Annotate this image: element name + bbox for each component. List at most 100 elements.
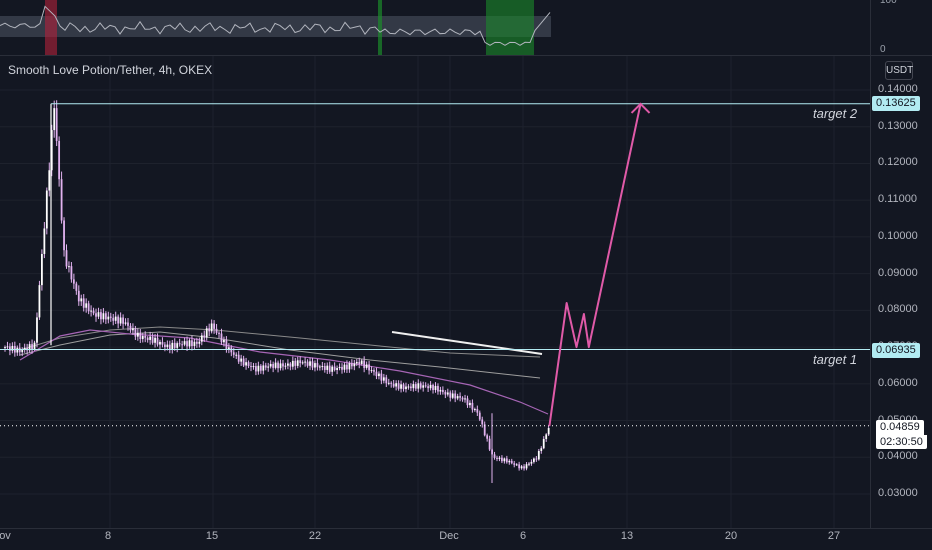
candle-body [471,402,474,410]
candle-body [178,343,181,345]
candle-body [127,322,129,326]
candle-body [501,457,503,462]
candle-body [41,253,43,286]
candle-body [437,385,439,392]
candle-body [262,365,265,371]
candle-body [291,360,294,367]
candle-body [50,130,53,171]
candle-body [341,366,343,370]
candle-body [397,383,400,389]
candle-body [274,362,277,368]
candle-body [205,328,208,338]
candle-body [159,341,161,345]
candle-body [166,344,169,348]
price-tick-label: 0.13000 [878,119,918,132]
price-tick-label: 0.09000 [878,266,918,279]
candle-body [272,364,275,368]
candle-body [220,333,223,343]
candle-body [336,368,338,370]
oscillator-band [0,16,551,37]
target2-price-label: 0.13625 [872,96,920,111]
oscillator-line [0,5,551,46]
candle-body [257,365,260,372]
candle-body [350,363,353,367]
candle-body [311,361,314,368]
candle-body [203,335,206,338]
candle-body [424,385,427,387]
candle-body [151,336,154,343]
projection-arrowhead [630,102,651,114]
candle-body [23,347,26,350]
candle-body [407,386,410,388]
candle-body [213,323,215,329]
candle-body [269,364,272,367]
candle-body [299,360,302,364]
candle-body [306,361,309,366]
candle-body [493,454,496,458]
candle-body [132,328,134,331]
candle-body [53,108,56,131]
candle-body [488,438,491,450]
target2-label: target 2 [813,106,858,121]
candle-body [518,464,521,469]
candle-body [55,108,58,141]
candle-body [353,363,356,367]
candle-body [304,361,307,363]
candle-body [301,362,304,364]
candle-body [338,366,341,369]
candle-body [464,398,466,400]
candle-body [459,396,461,398]
candle-body [136,332,139,337]
candle-body [104,313,107,320]
candle-body [48,170,51,191]
candle-body [469,402,471,406]
oscillator-green-zone [486,0,534,55]
candle-body [264,365,267,368]
candle-body [176,343,179,348]
candle-body [97,312,100,317]
oscillator-red-zone [45,0,57,55]
candle-body [390,382,393,384]
candle-body [547,428,550,435]
candle-body [11,345,14,351]
candle-body [100,312,102,320]
candle-body [149,336,152,340]
candle-body [454,393,457,399]
candle-body [200,335,203,342]
candle-body [43,228,46,254]
candle-body [144,335,147,338]
candle-body [255,366,257,372]
candle-body [215,328,218,333]
candle-body [343,364,346,370]
currency-button[interactable]: USDT [885,61,913,80]
candle-body [38,285,41,318]
candle-body [446,392,449,395]
candle-body [247,362,250,367]
price-tick-label: 0.06000 [878,376,918,389]
candle-body [515,464,518,466]
oscillator-tick-100: 100 [880,0,897,6]
candle-body [368,364,370,371]
candle-body [250,366,252,368]
ma-slow-line [19,326,541,358]
candle-body [240,358,243,362]
candle-body [503,458,506,462]
candle-body [68,266,70,268]
candle-body [134,328,137,337]
oscillator-green-marker [378,0,382,55]
candle-body [296,360,299,366]
candle-body [141,335,144,340]
candle-body [321,366,324,368]
candle-body [400,384,402,389]
candle-body [227,347,230,350]
candle-body [186,341,188,347]
candle-body [505,458,508,463]
candle-body [535,458,538,460]
candle-body [161,341,164,345]
time-tick-label: 20 [724,530,738,542]
candle-body [90,310,92,312]
candle-body [87,303,90,312]
oscillator-tick-0: 0 [880,44,886,55]
candle-body [193,341,196,347]
